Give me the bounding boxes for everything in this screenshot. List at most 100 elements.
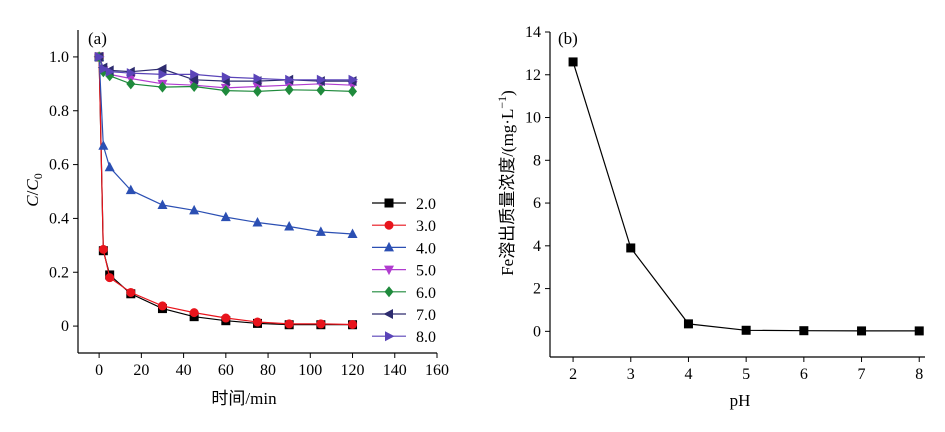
data-point-6.0 bbox=[253, 85, 262, 97]
legend-label-4.0: 4.0 bbox=[416, 240, 436, 257]
x-tick-label-b: 5 bbox=[742, 366, 750, 383]
data-point-3.0 bbox=[253, 317, 262, 327]
y-tick-label-a: 0 bbox=[61, 318, 69, 335]
y-tick-label-a: 0.6 bbox=[49, 157, 69, 174]
legend-label-5.0: 5.0 bbox=[416, 263, 436, 280]
data-point-8.0 bbox=[285, 74, 295, 85]
data-point-6.0 bbox=[221, 85, 231, 97]
y-tick-label-b: 2 bbox=[533, 281, 541, 298]
data-point-fe bbox=[914, 326, 924, 336]
x-tick-label-b: 8 bbox=[915, 366, 923, 383]
data-point-8.0 bbox=[158, 69, 168, 80]
data-point-3.0 bbox=[189, 308, 199, 318]
y-axis-title-a-sub-index: 0 bbox=[31, 173, 45, 179]
x-axis-title-a: 时间/min bbox=[211, 389, 277, 408]
series-line-2.0 bbox=[98, 56, 353, 326]
x-tick-label-a: 140 bbox=[383, 362, 407, 379]
y-tick-label-b: 8 bbox=[533, 152, 541, 169]
data-point-fe bbox=[857, 326, 867, 336]
x-tick-label-b: 7 bbox=[858, 366, 866, 383]
x-tick-label-a: 20 bbox=[133, 362, 149, 379]
y-axis-title-a-sub-main: C bbox=[23, 179, 42, 191]
data-point-4.0 bbox=[252, 216, 263, 227]
legend-marker-6.0 bbox=[384, 286, 394, 298]
y-tick-label-a: 0.8 bbox=[49, 103, 69, 120]
data-point-fe bbox=[568, 57, 578, 67]
data-point-8.0 bbox=[190, 69, 200, 80]
data-point-7.0 bbox=[188, 74, 199, 85]
y-tick-label-b: 10 bbox=[525, 110, 541, 127]
y-axis-title-b: Fe溶出质量浓度/(mg·L−1) bbox=[495, 90, 517, 276]
x-tick-label-a: 100 bbox=[298, 362, 322, 379]
data-point-8.0 bbox=[221, 72, 232, 83]
legend-marker-8.0 bbox=[385, 331, 395, 342]
data-point-6.0 bbox=[284, 84, 294, 96]
series-line-fe bbox=[572, 61, 920, 332]
data-point-8.0 bbox=[95, 51, 105, 62]
data-point-3.0 bbox=[157, 301, 167, 311]
x-tick-label-a: 80 bbox=[260, 362, 276, 379]
panel-label-a: (a) bbox=[88, 29, 107, 48]
data-point-3.0 bbox=[348, 319, 358, 329]
data-point-4.0 bbox=[98, 140, 109, 150]
y-tick-label-b: 6 bbox=[533, 195, 541, 212]
data-point-4.0 bbox=[189, 204, 200, 215]
y-tick-label-a: 0.4 bbox=[49, 210, 69, 227]
x-tick-label-a: 160 bbox=[425, 362, 449, 379]
y-axis-title-b-text: Fe溶出质量浓度/(mg·L bbox=[498, 109, 517, 276]
y-tick-label-b: 0 bbox=[533, 323, 541, 340]
y-tick-label-a: 1.0 bbox=[49, 49, 69, 66]
y-tick-label-b: 12 bbox=[525, 67, 541, 84]
x-tick-label-a: 120 bbox=[341, 362, 365, 379]
data-point-6.0 bbox=[126, 78, 136, 90]
y-axis-title-b-close: ) bbox=[498, 90, 517, 96]
data-point-4.0 bbox=[104, 161, 115, 172]
data-point-3.0 bbox=[316, 319, 326, 329]
data-point-8.0 bbox=[316, 74, 327, 85]
x-tick-label-a: 60 bbox=[218, 362, 234, 379]
y-axis-title-a-slash: / bbox=[23, 190, 42, 195]
data-point-3.0 bbox=[221, 313, 231, 323]
data-point-8.0 bbox=[105, 66, 116, 77]
x-tick-label-b: 2 bbox=[569, 366, 577, 383]
data-point-6.0 bbox=[348, 85, 358, 97]
legend-label-8.0: 8.0 bbox=[416, 329, 436, 346]
data-point-8.0 bbox=[99, 64, 109, 75]
x-tick-label-a: 0 bbox=[95, 362, 103, 379]
y-tick-label-b: 4 bbox=[533, 238, 541, 255]
legend-label-6.0: 6.0 bbox=[416, 285, 436, 302]
x-tick-label-b: 3 bbox=[627, 366, 635, 383]
data-point-4.0 bbox=[315, 226, 326, 236]
data-point-4.0 bbox=[220, 211, 231, 222]
x-axis-title-b: pH bbox=[730, 391, 751, 410]
x-tick-label-b: 6 bbox=[800, 366, 808, 383]
data-point-8.0 bbox=[253, 73, 263, 84]
y-tick-label-b: 14 bbox=[525, 24, 541, 41]
data-point-3.0 bbox=[105, 273, 115, 283]
data-point-4.0 bbox=[157, 199, 168, 209]
y-axis-title-a: C/C0 bbox=[23, 173, 45, 206]
legend-marker-2.0 bbox=[384, 198, 394, 208]
x-tick-label-a: 40 bbox=[176, 362, 192, 379]
legend-label-2.0: 2.0 bbox=[416, 196, 436, 213]
data-point-4.0 bbox=[347, 228, 358, 239]
data-point-fe bbox=[683, 319, 693, 329]
legend-marker-5.0 bbox=[384, 265, 394, 276]
legend-marker-3.0 bbox=[384, 220, 394, 230]
legend-label-7.0: 7.0 bbox=[416, 307, 436, 324]
legend-marker-4.0 bbox=[384, 241, 394, 252]
data-point-4.0 bbox=[125, 184, 136, 195]
data-point-3.0 bbox=[98, 244, 108, 254]
legend-label-3.0: 3.0 bbox=[416, 218, 436, 235]
data-point-7.0 bbox=[156, 64, 167, 75]
series-line-3.0 bbox=[98, 56, 353, 326]
data-point-fe bbox=[626, 243, 636, 253]
data-point-4.0 bbox=[284, 220, 295, 231]
data-point-6.0 bbox=[316, 84, 326, 96]
data-point-6.0 bbox=[157, 81, 167, 93]
legend-marker-7.0 bbox=[383, 309, 393, 319]
data-point-8.0 bbox=[126, 68, 137, 79]
panel-label-b: (b) bbox=[558, 29, 578, 48]
data-point-8.0 bbox=[348, 74, 359, 85]
